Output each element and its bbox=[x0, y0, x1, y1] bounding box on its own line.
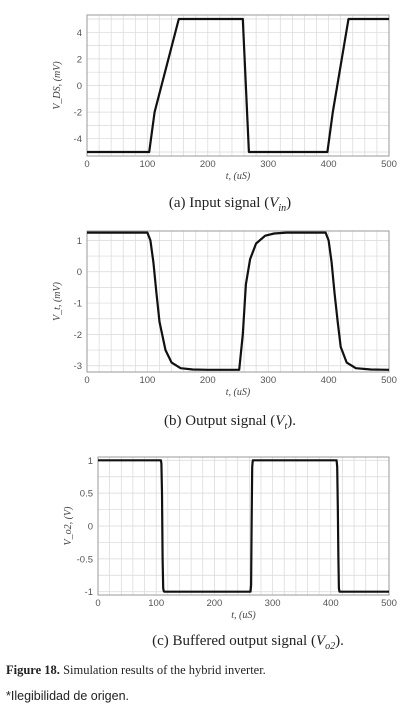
caption-text: ). bbox=[287, 413, 296, 429]
figure-label: Figure 18. bbox=[6, 663, 60, 677]
caption-text: ) bbox=[286, 195, 291, 211]
caption-subscript: o2 bbox=[325, 641, 335, 652]
x-tick-label: 0 bbox=[84, 375, 89, 386]
x-tick-label: 300 bbox=[260, 375, 276, 386]
y-tick-label: -1 bbox=[74, 299, 82, 310]
x-tick-label: 200 bbox=[206, 598, 222, 609]
y-tick-label: 1 bbox=[88, 456, 93, 467]
x-tick-label: 500 bbox=[381, 159, 397, 170]
x-tick-label: 100 bbox=[139, 375, 155, 386]
figure-caption: Figure 18. Simulation results of the hyb… bbox=[6, 663, 266, 678]
x-tick-label: 300 bbox=[265, 598, 281, 609]
x-tick-label: 100 bbox=[139, 159, 155, 170]
x-tick-label: 500 bbox=[381, 375, 397, 386]
panel-caption: (c) Buffered output signal (Vo2). bbox=[152, 633, 344, 652]
panel-caption: (b) Output signal (Vt). bbox=[164, 413, 296, 432]
figure-caption-text: Simulation results of the hybrid inverte… bbox=[59, 663, 266, 677]
y-tick-label: 2 bbox=[77, 54, 82, 65]
x-axis-label: t, (uS) bbox=[231, 610, 256, 621]
signal-line bbox=[98, 459, 389, 593]
x-tick-label: 400 bbox=[321, 375, 337, 386]
source-note: *Ilegibilidad de origen. bbox=[6, 689, 130, 703]
plot-frame bbox=[86, 14, 390, 157]
caption-variable: V bbox=[316, 633, 327, 649]
y-tick-label: -0.5 bbox=[77, 554, 93, 565]
y-tick-label: -1 bbox=[85, 587, 93, 598]
caption-subscript: in bbox=[278, 203, 286, 214]
caption-text: (b) Output signal ( bbox=[164, 413, 275, 429]
chart-panel-a: 4 2 0 -2 -4 0 100 200 300 400 500 t, (uS) V_DS, (mV)… bbox=[52, 14, 397, 214]
x-axis-label: t, (uS) bbox=[226, 387, 251, 398]
y-tick-label: 0 bbox=[88, 522, 93, 533]
y-tick-label: -3 bbox=[74, 361, 82, 372]
caption-text: (a) Input signal ( bbox=[169, 195, 269, 211]
x-tick-label: 0 bbox=[84, 159, 89, 170]
y-tick-label: -2 bbox=[74, 108, 82, 119]
y-tick-label: 0 bbox=[77, 81, 82, 92]
y-axis-label: V_o2, (V) bbox=[63, 506, 74, 546]
y-axis-label: V_DS, (mV) bbox=[52, 61, 63, 110]
caption-variable: V bbox=[275, 413, 286, 429]
panel-caption: (a) Input signal (Vin) bbox=[169, 195, 291, 214]
y-tick-label: -4 bbox=[74, 134, 82, 145]
y-tick-label: -2 bbox=[74, 330, 82, 341]
caption-subscript: t bbox=[284, 421, 287, 432]
y-tick-label: 1 bbox=[77, 236, 82, 247]
x-tick-label: 500 bbox=[381, 598, 397, 609]
x-tick-label: 200 bbox=[200, 159, 216, 170]
signal-line bbox=[87, 231, 390, 371]
caption-text: ). bbox=[335, 633, 344, 649]
y-tick-label: 0 bbox=[77, 267, 82, 278]
signal-line bbox=[87, 17, 389, 154]
x-tick-label: 400 bbox=[323, 598, 339, 609]
x-tick-label: 100 bbox=[148, 598, 164, 609]
y-tick-label: 4 bbox=[77, 28, 82, 39]
caption-variable: V bbox=[269, 195, 280, 211]
x-tick-label: 0 bbox=[95, 598, 100, 609]
caption-text: (c) Buffered output signal ( bbox=[152, 633, 316, 649]
y-tick-label: 0.5 bbox=[80, 489, 93, 500]
plot-frame bbox=[86, 230, 390, 373]
x-axis-label: t, (uS) bbox=[226, 171, 251, 182]
x-tick-label: 200 bbox=[200, 375, 216, 386]
x-tick-label: 400 bbox=[321, 159, 337, 170]
x-tick-label: 300 bbox=[260, 159, 276, 170]
y-axis-label: V_t, (mV) bbox=[52, 281, 63, 321]
plot-frame bbox=[97, 456, 390, 596]
